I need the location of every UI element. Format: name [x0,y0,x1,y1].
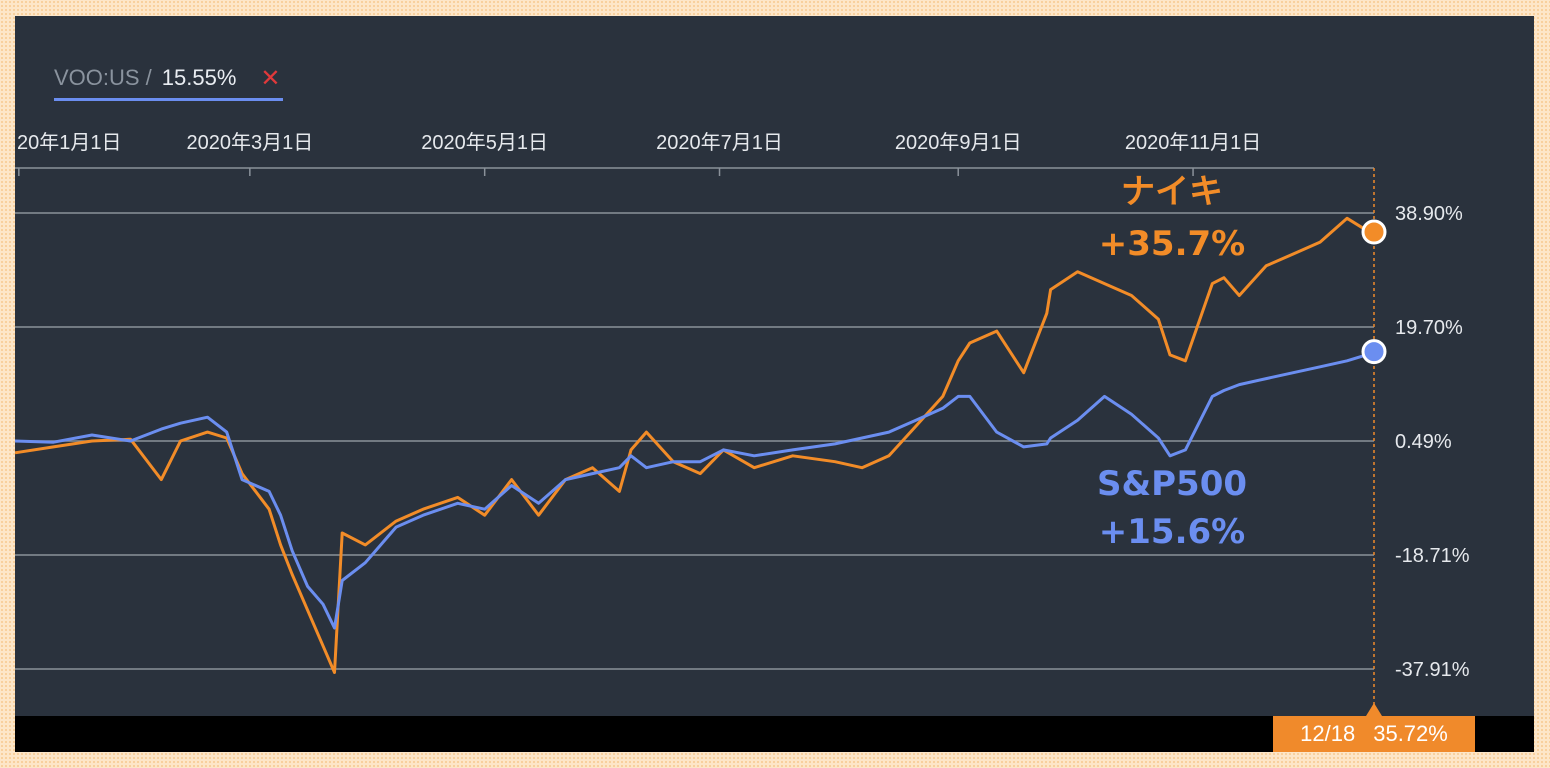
crosshair-date: 12/18 [1300,721,1356,746]
legend-symbol: VOO:US / [54,65,152,90]
sp500-annotation: +15.6% [1099,512,1245,552]
nike-annotation: +35.7% [1099,224,1245,264]
crosshair-tag: 12/18 35.72% [1273,716,1475,752]
chart-panel [15,16,1534,716]
y-tick-label: 0.49% [1395,431,1452,453]
nike-series-line [14,216,1375,674]
crosshair-value: 35.72% [1373,721,1448,746]
legend-value: 15.55% [161,65,237,90]
close-icon[interactable]: ✕ [260,64,281,92]
y-tick-label: 38.90% [1395,203,1463,225]
sp500-series-line [14,350,1375,630]
legend-chip[interactable]: VOO:US / 15.55% ✕ [54,58,283,101]
x-tick-label: 2020年5月1日 [421,131,548,154]
x-tick-label: 2020年9月1日 [895,131,1022,154]
x-tick-label: 2020年3月1日 [186,131,313,154]
sp500-end-marker[interactable] [1361,339,1387,365]
y-tick-label: -37.91% [1395,659,1470,681]
x-tick-label: 2020年11月1日 [1125,131,1261,154]
y-tick-label: -18.71% [1395,545,1470,567]
nike-annotation: ナイキ [1121,172,1223,212]
x-tick-label: 20年1月1日 [17,131,122,154]
x-tick-label: 2020年7月1日 [656,131,783,154]
sp500-annotation: S&P500 [1097,464,1247,504]
y-tick-label: 19.70% [1395,317,1463,339]
nike-end-marker[interactable] [1361,219,1387,245]
crosshair-pointer [1366,703,1382,716]
